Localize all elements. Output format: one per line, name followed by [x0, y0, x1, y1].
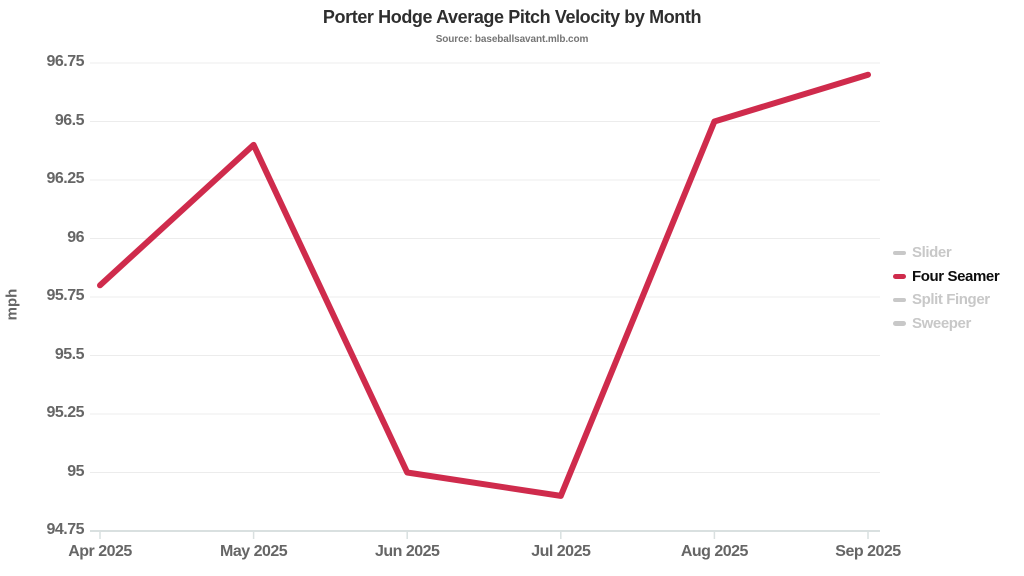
legend: Slider Four Seamer Split Finger Sweeper	[893, 241, 1000, 336]
x-tick-label: Aug 2025	[680, 543, 749, 560]
legend-marker-split-finger	[893, 297, 906, 302]
y-tick-label: 95	[67, 462, 84, 480]
series-line-four-seamer	[97, 71, 871, 499]
chart-subtitle: Source: baseballsavant.mlb.com	[435, 34, 589, 45]
y-tick-label: 96.75	[46, 53, 84, 70]
legend-marker-slider	[893, 250, 906, 255]
y-tick-label: 94.75	[46, 521, 84, 538]
y-tick-label: 95.25	[46, 404, 84, 421]
y-tick-label: 96.25	[46, 170, 84, 187]
legend-label: Split Finger	[912, 291, 990, 309]
x-tick-label: May 2025	[220, 543, 288, 560]
legend-label: Four Seamer	[912, 267, 1000, 285]
legend-label: Sweeper	[912, 314, 971, 332]
y-tick-label: 96	[67, 228, 84, 246]
legend-item-four-seamer[interactable]: Four Seamer	[893, 265, 1000, 289]
legend-item-slider[interactable]: Slider	[893, 241, 999, 265]
legend-item-sweeper[interactable]: Sweeper	[893, 312, 999, 336]
x-tick-label: Apr 2025	[68, 543, 132, 560]
x-tick-label: Sep 2025	[835, 543, 901, 560]
legend-item-split-finger[interactable]: Split Finger	[893, 288, 999, 312]
legend-label: Slider	[912, 244, 952, 262]
x-tick-label: Jul 2025	[531, 543, 591, 560]
x-tick-label: Jun 2025	[374, 543, 440, 560]
chart-title: Porter Hodge Average Pitch Velocity by M…	[322, 7, 702, 27]
legend-marker-sweeper	[893, 321, 906, 326]
y-tick-label: 96.5	[54, 111, 85, 129]
y-tick-label: 95.75	[46, 287, 84, 304]
y-tick-label: 95.5	[54, 345, 85, 363]
legend-marker-four-seamer	[893, 274, 906, 279]
